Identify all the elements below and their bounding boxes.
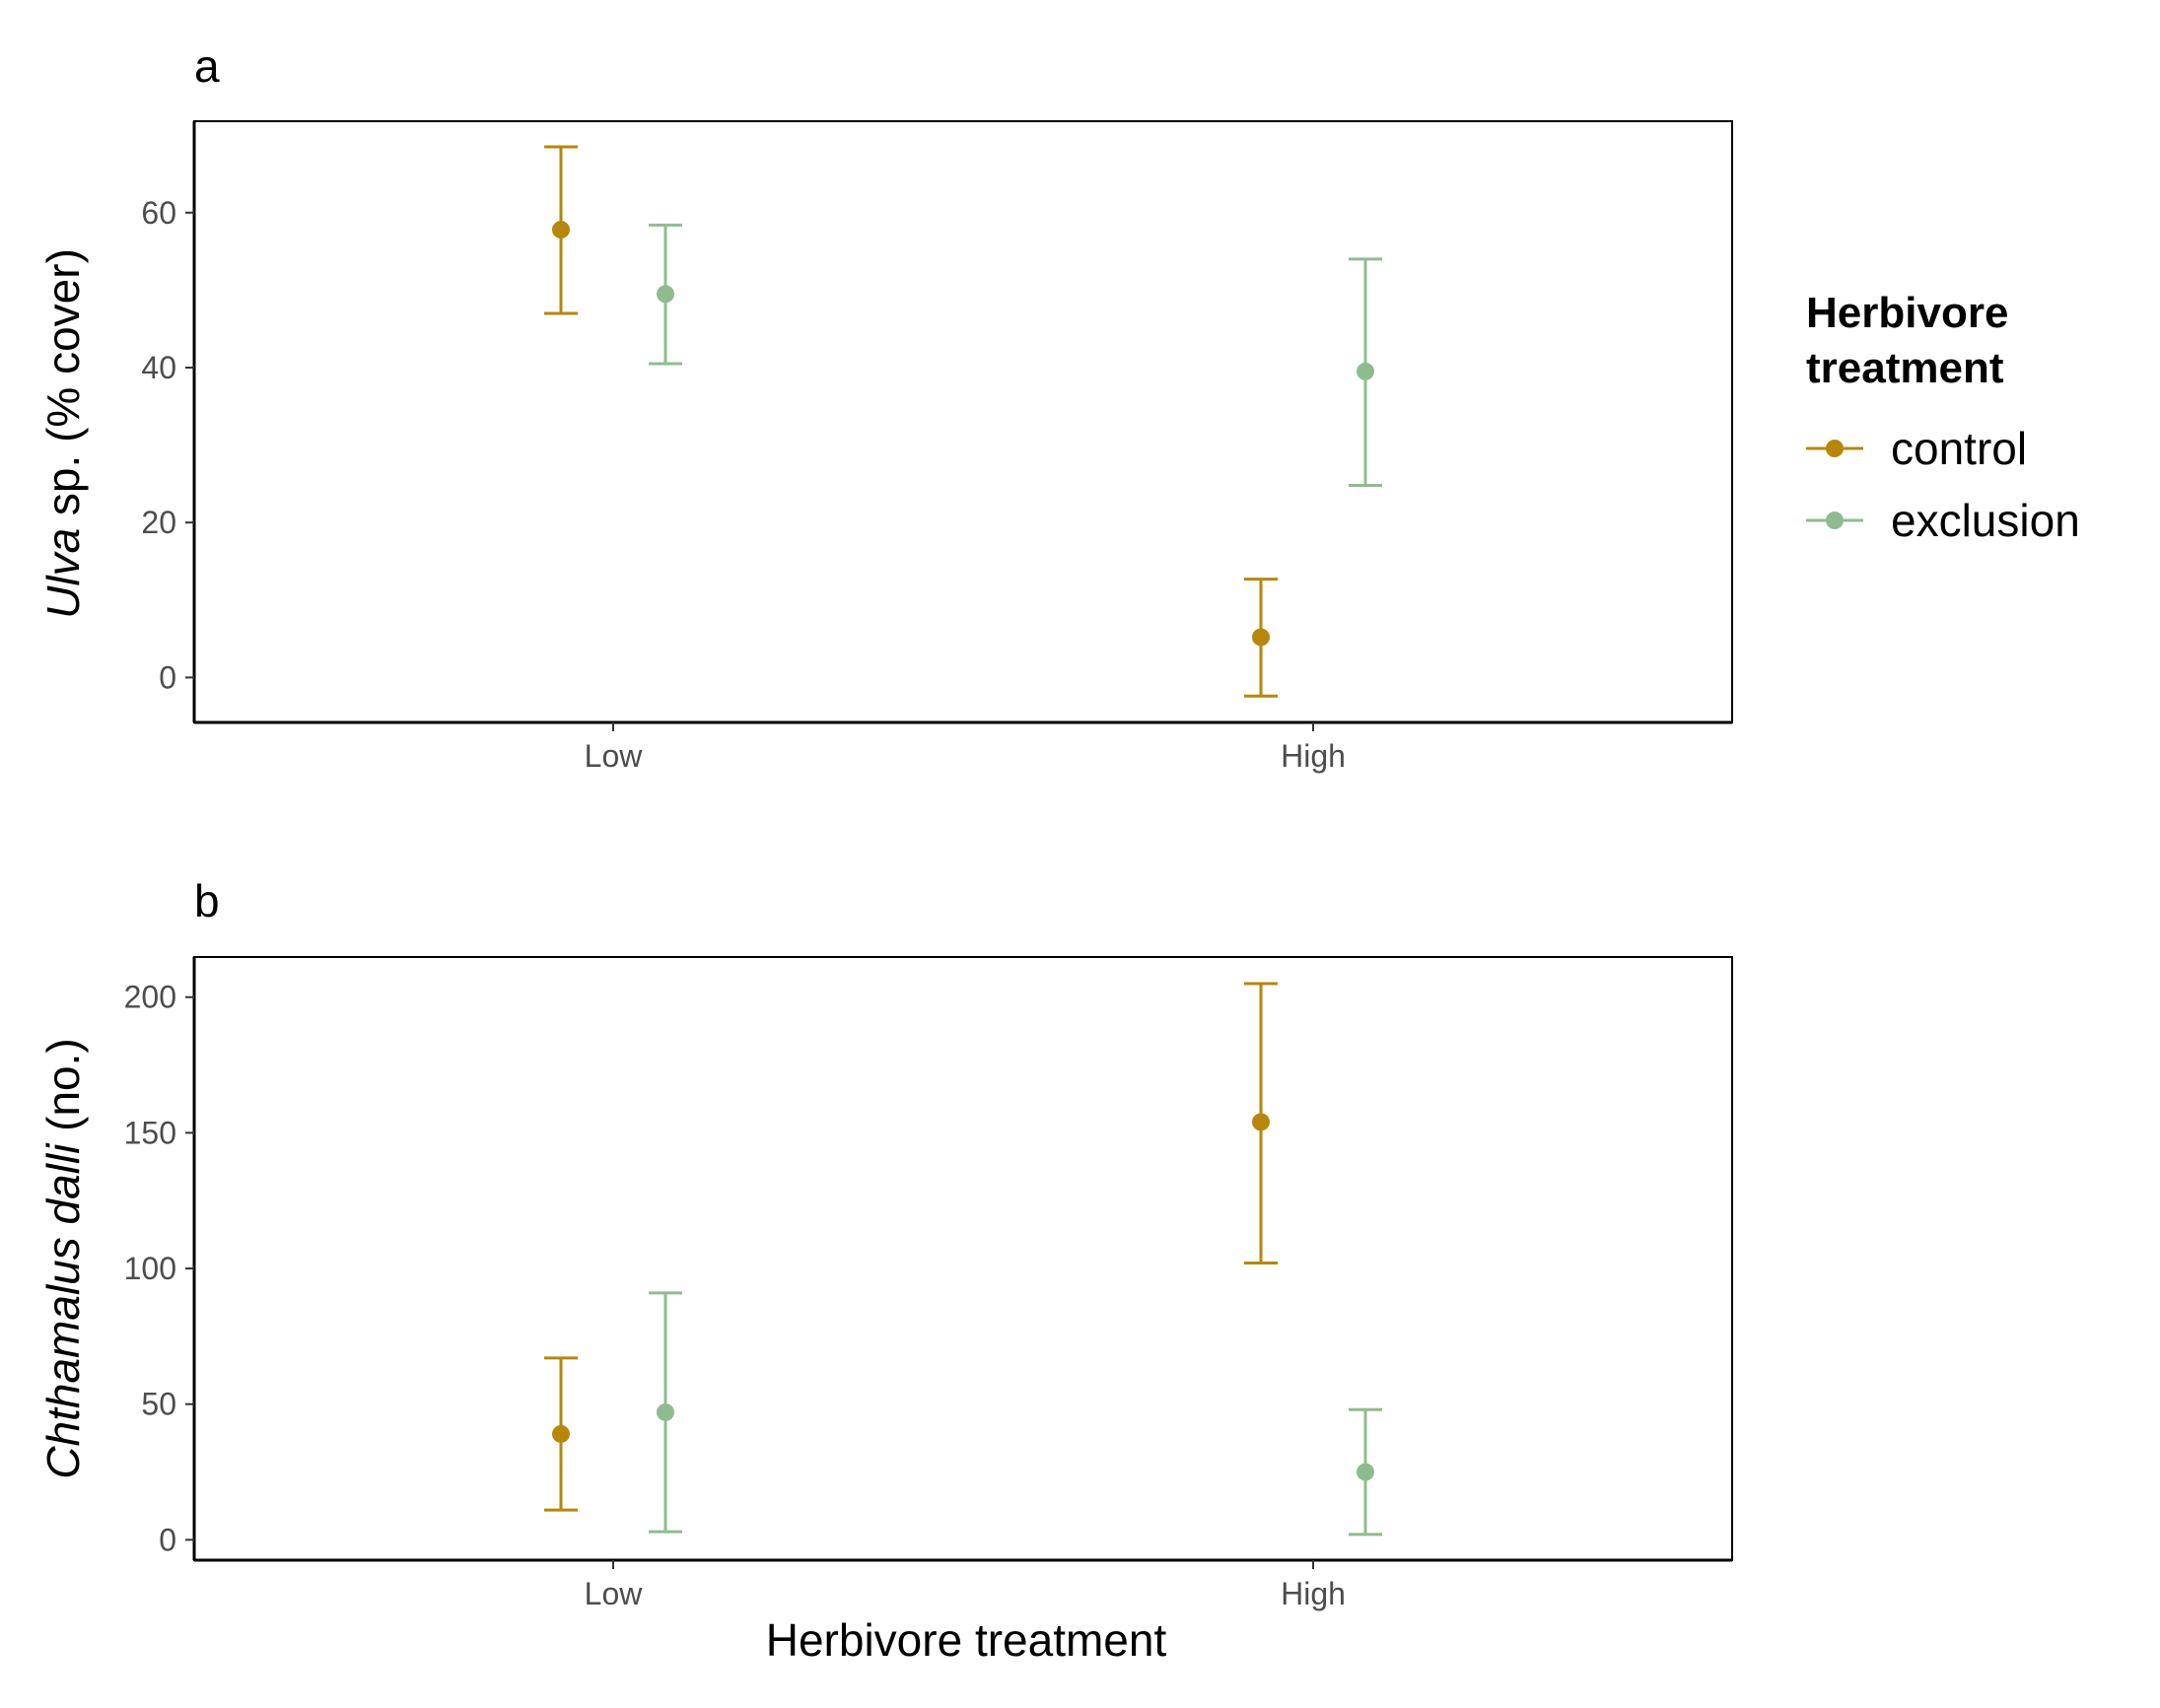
legend-key-point-exclusion bbox=[1826, 512, 1844, 529]
point-control bbox=[1252, 1113, 1270, 1131]
panel-a: a 0 20 40 60 Low High Ulva sp. (% cover) bbox=[37, 40, 1733, 774]
x-tick-label: Low bbox=[585, 738, 644, 774]
y-axis-title-italic: Ulva bbox=[37, 528, 89, 619]
y-tick-label: 40 bbox=[141, 350, 176, 385]
point-exclusion bbox=[1357, 1463, 1374, 1481]
legend-items: control exclusion bbox=[1806, 423, 2080, 546]
legend-key-point-control bbox=[1826, 440, 1844, 457]
y-tick-label: 60 bbox=[141, 195, 176, 231]
y-tick-label: 150 bbox=[124, 1115, 176, 1150]
legend: Herbivore treatment control exclusion bbox=[1806, 289, 2080, 546]
plot-frame bbox=[193, 120, 1733, 723]
legend-label-control: control bbox=[1891, 423, 2027, 474]
y-axis-title-rest: (no.) bbox=[37, 1038, 89, 1143]
legend-label-exclusion: exclusion bbox=[1891, 495, 2080, 546]
y-axis-title: Chthamalus dalli (no.) bbox=[37, 1038, 89, 1478]
point-control bbox=[552, 1424, 570, 1443]
point-exclusion bbox=[657, 1402, 674, 1421]
y-axis-title-rest: sp. (% cover) bbox=[37, 248, 89, 528]
x-tick-label: High bbox=[1281, 1576, 1346, 1611]
y-tick-label: 200 bbox=[124, 980, 176, 1015]
y-axis-title: Ulva sp. (% cover) bbox=[37, 248, 89, 619]
point-exclusion bbox=[1357, 362, 1374, 380]
legend-title-line2: treatment bbox=[1806, 344, 2004, 392]
panel-tag: a bbox=[194, 40, 220, 92]
plot-frame bbox=[193, 956, 1733, 1561]
x-tick-label: Low bbox=[585, 1576, 644, 1611]
point-control bbox=[552, 221, 570, 239]
panel-tag: b bbox=[194, 875, 220, 926]
legend-title-line1: Herbivore bbox=[1806, 289, 2008, 337]
x-tick-label: High bbox=[1281, 738, 1346, 774]
y-tick-label: 20 bbox=[141, 505, 176, 540]
y-tick-label: 0 bbox=[159, 1522, 176, 1557]
panel-b: b 0 50 100 150 200 Low High Chthamalus dalli (no… bbox=[37, 875, 1733, 1611]
y-tick-label: 100 bbox=[124, 1251, 176, 1286]
point-control bbox=[1252, 628, 1270, 647]
x-axis-title: Herbivore treatment bbox=[766, 1614, 1167, 1666]
point-exclusion bbox=[657, 285, 674, 304]
y-tick-label: 50 bbox=[141, 1387, 176, 1422]
y-tick-label: 0 bbox=[159, 659, 176, 695]
y-axis-title-italic: Chthamalus dalli bbox=[37, 1142, 89, 1479]
